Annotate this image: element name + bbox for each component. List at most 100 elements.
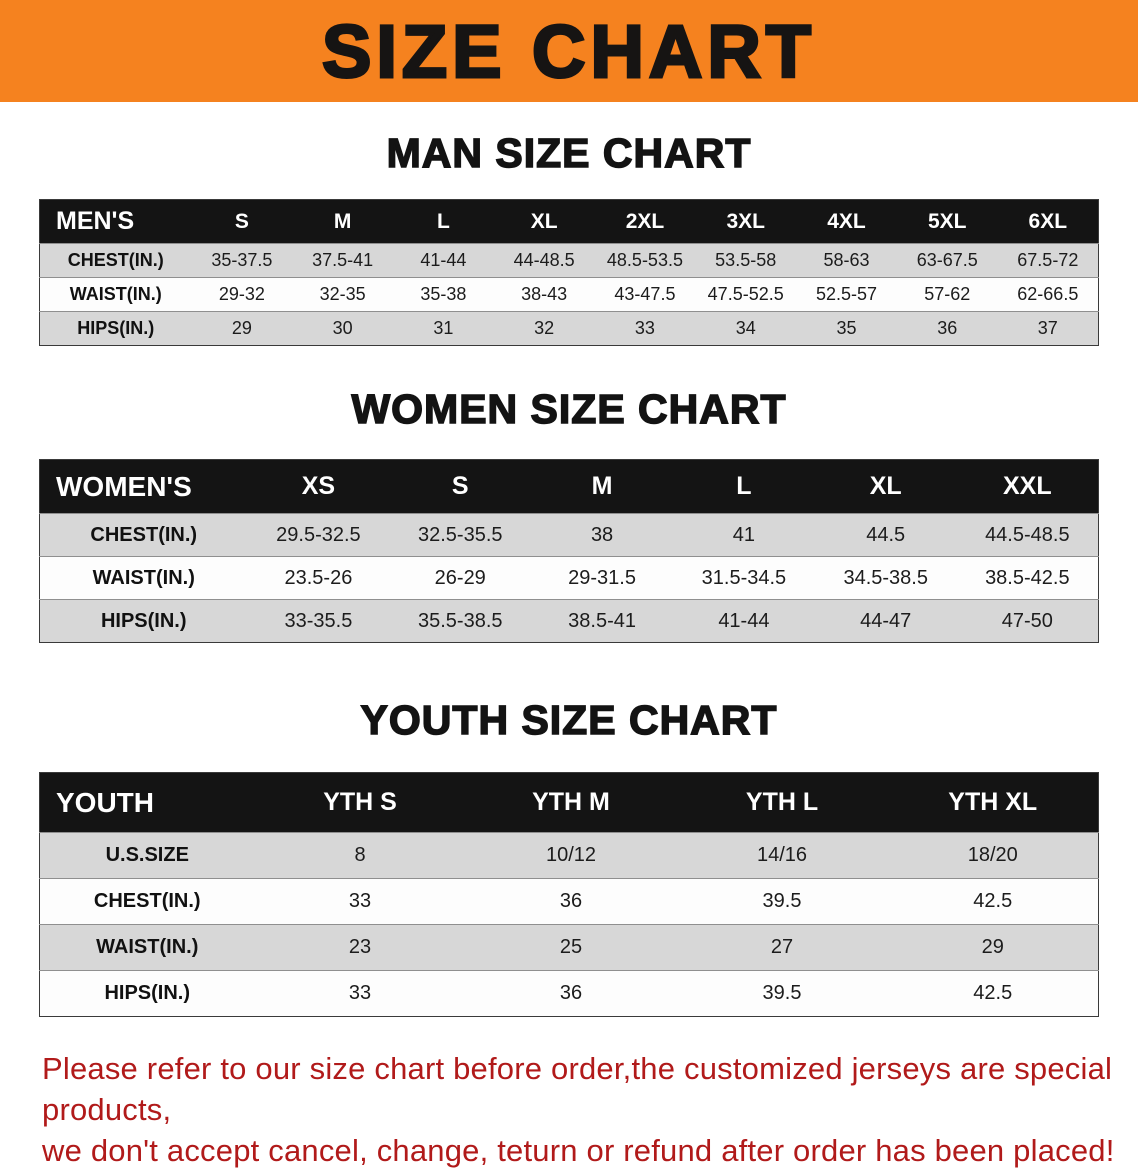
mens-size-column-header: 4XL [827,209,866,233]
value-cell: 10/12 [465,832,677,879]
value-cell: 37.5-41 [292,243,394,278]
value-cell: 25 [465,924,677,971]
womens-section-heading: WOMEN SIZE CHART [351,385,787,433]
youth-size-column-header: YTH XL [948,788,1038,816]
mens-section-heading: MAN SIZE CHART [386,129,752,177]
value-cell: 33-35.5 [247,599,390,643]
value-cell: 18/20 [887,832,1099,879]
womens-size-column-header: XXL [1003,472,1052,500]
value-cell: 52.5-57 [796,277,897,312]
youth-table-row: WAIST(IN.) 23 25 27 29 [39,924,1099,971]
value-cell: 35-37.5 [191,243,293,278]
disclaimer-line-2: we don't accept cancel, change, teturn o… [42,1132,1115,1168]
value-cell: 63-67.5 [896,243,998,278]
value-cell: 32.5-35.5 [389,513,532,557]
value-cell: 35 [796,311,897,346]
womens-table-row: WAIST(IN.) 23.5-26 26-29 29-31.5 31.5-34.5 34… [39,556,1099,600]
value-cell: 44.5-48.5 [956,513,1099,557]
mens-table-row: WAIST(IN.) 29-32 32-35 35-38 38-43 43-47.5 47.… [39,277,1099,312]
youth-size-column-header: YTH M [532,788,610,816]
value-cell: 29 [887,924,1099,971]
youth-size-column-header: YTH S [323,788,397,816]
value-cell: 47-50 [956,599,1099,643]
value-cell: 8 [254,832,466,879]
value-cell: 57-62 [896,277,998,312]
value-cell: 37 [997,311,1099,346]
row-label-cell: CHEST(IN.) [39,878,255,925]
disclaimer: Please refer to our size chart before or… [42,1049,1118,1172]
row-label-cell: HIPS(IN.) [39,599,248,643]
mens-size-column-header: S [234,209,249,233]
mens-size-column-header: 6XL [1028,209,1068,233]
value-cell: 33 [254,970,466,1017]
value-cell: 41 [672,513,815,557]
value-cell: 39.5 [676,878,888,925]
womens-size-column-header: M [591,472,613,500]
row-label-cell: WAIST(IN.) [39,924,255,971]
value-cell: 33 [594,311,696,346]
youth-table-row: CHEST(IN.) 33 36 39.5 42.5 [39,878,1099,925]
womens-size-chart-section: WOMEN SIZE CHART WOMEN'S XS S M L XL XXL CHEST(I… [0,385,1138,643]
value-cell: 36 [896,311,998,346]
womens-size-table: WOMEN'S XS S M L XL XXL CHEST(IN.) 29.5-32.5 32.5… [39,459,1099,643]
value-cell: 62-66.5 [997,277,1099,312]
womens-size-column-header: XL [869,472,902,500]
value-cell: 42.5 [887,878,1099,925]
value-cell: 58-63 [796,243,897,278]
youth-size-table: YOUTH YTH S YTH M YTH L YTH XL U.S.SIZE 8 10/12… [39,772,1099,1017]
value-cell: 44-48.5 [493,243,595,278]
value-cell: 35.5-38.5 [389,599,532,643]
mens-table-row: CHEST(IN.) 35-37.5 37.5-41 41-44 44-48.5 48.5… [39,243,1099,278]
mens-table-title-cell: MEN'S [56,207,135,235]
value-cell: 35-38 [393,277,494,312]
value-cell: 48.5-53.5 [594,243,696,278]
value-cell: 38.5-42.5 [956,556,1099,600]
mens-size-column-header: 3XL [726,209,765,233]
value-cell: 29.5-32.5 [247,513,390,557]
value-cell: 27 [676,924,888,971]
mens-size-column-header: XL [530,209,558,233]
value-cell: 47.5-52.5 [695,277,797,312]
value-cell: 23.5-26 [247,556,390,600]
mens-table-row: HIPS(IN.) 29 30 31 32 33 34 35 36 37 [39,311,1099,346]
mens-size-column-header: M [333,209,352,233]
youth-size-column-header: YTH L [745,788,819,816]
value-cell: 38 [531,513,673,557]
womens-table-row: HIPS(IN.) 33-35.5 35.5-38.5 38.5-41 41-44 44-… [39,599,1099,643]
value-cell: 26-29 [389,556,532,600]
row-label-cell: CHEST(IN.) [39,243,192,278]
value-cell: 29-31.5 [531,556,673,600]
row-label-cell: WAIST(IN.) [39,277,192,312]
disclaimer-line-1: Please refer to our size chart before or… [42,1051,1113,1127]
value-cell: 39.5 [676,970,888,1017]
womens-size-column-header: L [736,472,752,500]
value-cell: 53.5-58 [695,243,797,278]
womens-header-row: WOMEN'S XS S M L XL XXL [39,459,1099,514]
value-cell: 38.5-41 [531,599,673,643]
value-cell: 44-47 [814,599,957,643]
row-label-cell: HIPS(IN.) [39,311,192,346]
value-cell: 67.5-72 [997,243,1099,278]
value-cell: 29-32 [191,277,293,312]
value-cell: 36 [465,970,677,1017]
youth-size-chart-section: YOUTH SIZE CHART YOUTH YTH S YTH M YTH L YTH … [0,696,1138,1017]
value-cell: 41-44 [393,243,494,278]
value-cell: 30 [292,311,394,346]
value-cell: 34 [695,311,797,346]
value-cell: 31.5-34.5 [672,556,815,600]
row-label-cell: HIPS(IN.) [39,970,255,1017]
row-label-cell: U.S.SIZE [39,832,255,879]
value-cell: 42.5 [887,970,1099,1017]
womens-size-column-header: S [451,472,469,500]
youth-table-row: U.S.SIZE 8 10/12 14/16 18/20 [39,832,1099,879]
size-charts-container: MAN SIZE CHART MEN'S S M L XL 2XL 3XL 4XL 5XL 6XL C… [0,129,1138,1017]
banner-title: SIZE CHART [321,8,816,94]
value-cell: 29 [191,311,293,346]
value-cell: 43-47.5 [594,277,696,312]
value-cell: 44.5 [814,513,957,557]
row-label-cell: WAIST(IN.) [39,556,248,600]
youth-section-heading: YOUTH SIZE CHART [360,696,778,744]
value-cell: 14/16 [676,832,888,879]
womens-size-column-header: XS [301,472,336,500]
mens-header-row: MEN'S S M L XL 2XL 3XL 4XL 5XL 6XL [39,199,1099,244]
